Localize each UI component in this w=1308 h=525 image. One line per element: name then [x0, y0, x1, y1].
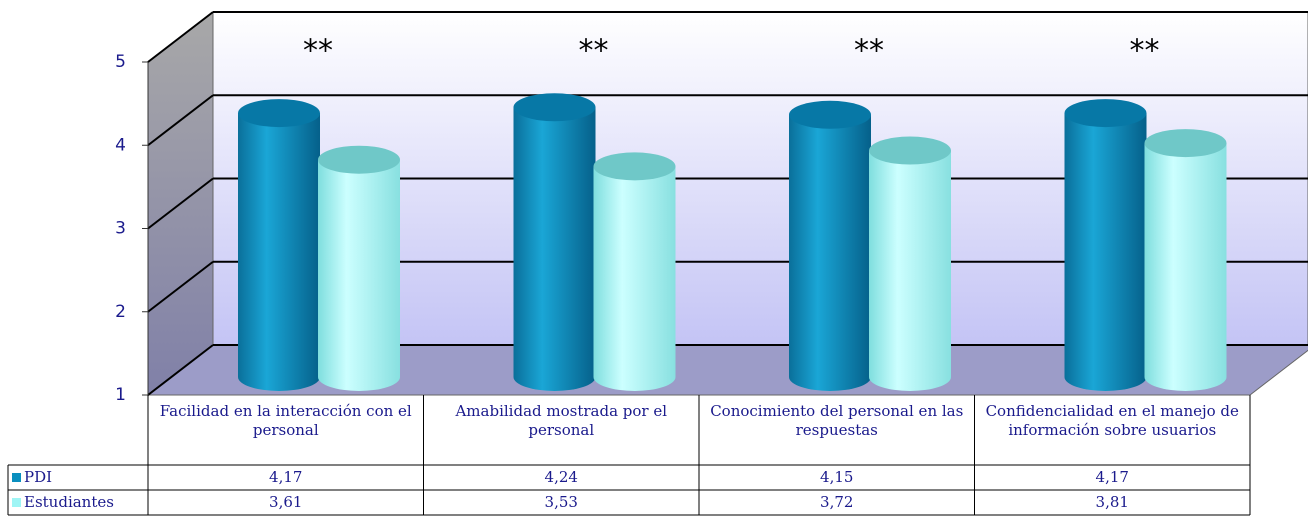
annotation: ** — [303, 34, 333, 69]
bar — [1144, 143, 1227, 391]
bar-top — [789, 100, 871, 129]
bar-top — [1064, 99, 1147, 128]
value-label: 3,53 — [544, 493, 578, 511]
y-tick-label: 5 — [115, 52, 126, 72]
annotation: ** — [1130, 34, 1160, 69]
bar-top — [869, 136, 951, 165]
bar — [789, 114, 871, 391]
bar-top — [513, 93, 596, 122]
annotation: ** — [854, 34, 884, 69]
legend-label: PDI — [24, 468, 53, 486]
legend-key — [12, 498, 21, 507]
grid-line — [147, 344, 214, 396]
grid-line — [147, 11, 214, 63]
value-label: 3,61 — [269, 493, 303, 511]
grid-line — [147, 94, 214, 147]
grid-line — [147, 260, 214, 313]
bar — [318, 159, 400, 391]
category-label: Amabilidad mostrada por el personal — [455, 402, 668, 439]
value-label: 3,81 — [1095, 493, 1129, 511]
annotation: ** — [579, 34, 609, 69]
bar-top — [318, 145, 400, 174]
bar — [238, 113, 320, 391]
value-label: 4,15 — [820, 468, 854, 486]
legend-key — [12, 473, 21, 482]
bar — [869, 150, 951, 391]
bar-top — [1144, 129, 1227, 158]
value-label: 4,24 — [544, 468, 578, 486]
grid-line — [147, 177, 214, 230]
y-tick-label: 2 — [115, 302, 126, 322]
y-tick-label: 3 — [115, 219, 126, 239]
category-label: Confidencialidad en el manejo de informa… — [985, 402, 1239, 439]
value-label: 3,72 — [820, 493, 854, 511]
bar-top — [238, 99, 320, 128]
category-label: Facilidad en la interacción con el perso… — [159, 402, 412, 439]
bar-top — [593, 152, 676, 181]
value-label: 4,17 — [269, 468, 303, 486]
legend-label: Estudiantes — [24, 493, 114, 511]
bar — [593, 166, 676, 391]
value-label: 4,17 — [1095, 468, 1129, 486]
bar — [513, 107, 596, 391]
bar — [1064, 113, 1147, 391]
category-label: Conocimiento del personal en las respues… — [710, 402, 964, 439]
y-tick-label: 1 — [115, 385, 126, 405]
y-tick-label: 4 — [115, 135, 126, 155]
